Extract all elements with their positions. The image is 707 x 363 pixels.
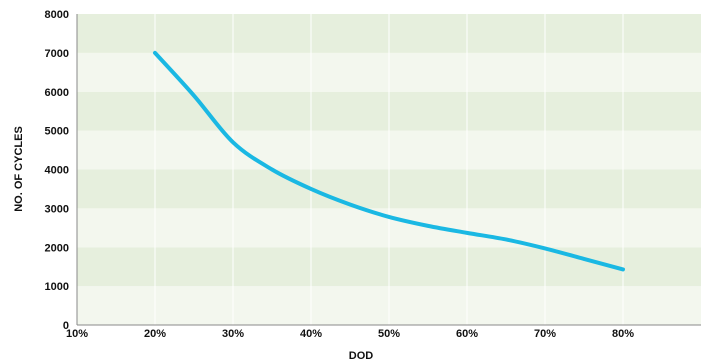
y-tick-label: 1000 [45,281,69,293]
x-tick-label: 80% [612,328,634,340]
y-tick-label: 5000 [45,126,69,138]
axes [76,14,701,326]
y-tick-label: 8000 [45,9,69,21]
y-tick-label: 4000 [45,165,69,177]
x-tick-label: 50% [378,328,400,340]
x-axis-title: DOD [349,350,374,362]
x-tick-label: 30% [222,328,244,340]
y-tick-label: 0 [63,320,69,332]
y-axis-title: NO. OF CYCLES [13,126,25,212]
series-layer [153,50,625,272]
y-tick-label: 7000 [45,48,69,60]
y-tick-label: 3000 [45,203,69,215]
x-tick-labels: 10% 20% 30% 40% 50% 60% 70% 80% [66,328,634,340]
y-tick-label: 2000 [45,242,69,254]
x-tick-label: 10% [66,328,88,340]
x-tick-label: 70% [534,328,556,340]
x-tick-label: 20% [144,328,166,340]
series-line [153,50,625,272]
x-tick-label: 40% [300,328,322,340]
x-tick-label: 60% [456,328,478,340]
y-tick-labels: 0 1000 2000 3000 4000 5000 6000 7000 8000 [45,9,69,332]
vertical-gridlines [154,14,624,325]
y-tick-label: 6000 [45,87,69,99]
